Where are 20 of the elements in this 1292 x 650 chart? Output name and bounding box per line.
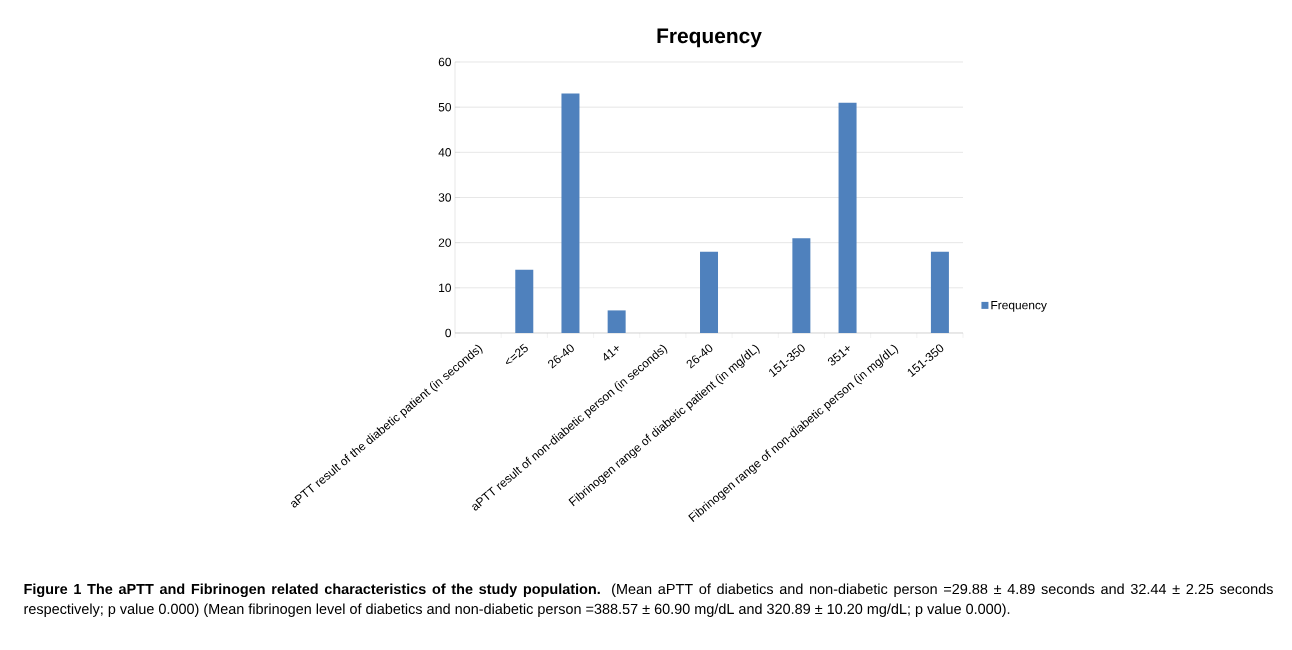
bar [838, 102, 857, 333]
bar [561, 93, 580, 333]
text: Figure 1 The aPTT and Fibrinogen related characteristics of the study population. (Mean aPTT of diabetics and non-diabetic person =29.88 ± 4.89 seconds and 32.44 ± 2.25 seconds respectively; p value 0.000) (Mean fibrinogen level of diabetics and non-diabetic person =388.57 ± 60.90 mg/dL and 320.89 ± 10.20 mg/dL; p value 0.000). [24, 583, 1273, 617]
y-tick-label: 20 [438, 238, 452, 247]
legend-label: Frequency [991, 301, 1047, 312]
bar [792, 238, 811, 333]
y-tick-label: 10 [439, 283, 452, 293]
x-tick-label: <=25 [505, 343, 528, 364]
y-tick-label: 0 [445, 328, 452, 338]
chart-title: Frequency [657, 28, 762, 48]
x-tick-label: 41+ [603, 345, 619, 361]
bar [930, 251, 949, 333]
y-tick-label: 30 [438, 193, 452, 202]
bar [607, 310, 626, 333]
bar [700, 251, 719, 333]
y-tick-label: 60 [438, 57, 452, 67]
y-tick-label: 40 [438, 148, 452, 157]
x-tick-label: 351+ [827, 346, 850, 366]
bar [515, 269, 534, 333]
y-tick-label: 50 [438, 102, 452, 112]
